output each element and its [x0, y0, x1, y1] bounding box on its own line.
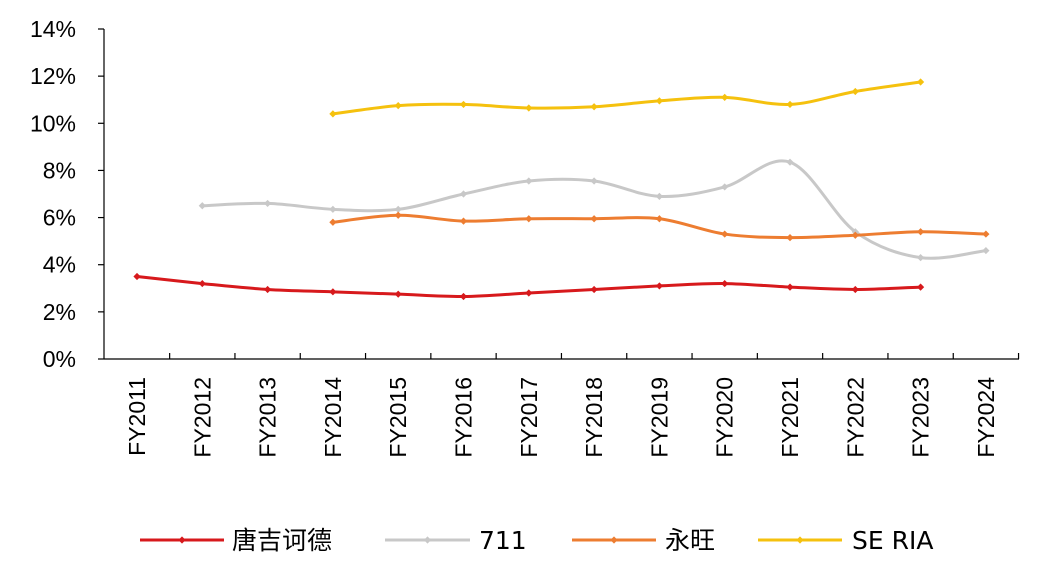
data-point [917, 254, 925, 262]
y-tick-label: 6% [43, 205, 76, 231]
y-axis-ticks: 0% 2% 4% 6% 8% 10% 12% 14% [30, 16, 104, 372]
data-point [590, 215, 598, 223]
data-point [851, 87, 859, 96]
series-2 [329, 211, 990, 242]
data-point [329, 288, 337, 296]
data-point [394, 211, 402, 219]
data-point [655, 215, 663, 223]
data-point [917, 228, 925, 236]
x-tick-label: FY2014 [320, 377, 346, 458]
legend-item: 唐吉诃德 [140, 526, 332, 555]
y-tick-label: 10% [30, 110, 76, 136]
x-tick-label: FY2019 [646, 377, 672, 458]
legend-label: 711 [479, 526, 527, 555]
legend-marker [610, 536, 618, 544]
series-line [331, 80, 923, 116]
x-tick-label: FY2017 [516, 377, 542, 458]
legend-label: 永旺 [665, 526, 715, 555]
series-3 [329, 78, 925, 118]
data-point [721, 183, 729, 191]
data-point [786, 234, 794, 242]
data-point [525, 289, 533, 297]
data-point [786, 283, 794, 291]
data-point [655, 192, 663, 200]
data-point [590, 285, 598, 294]
y-tick-label: 4% [43, 252, 76, 278]
data-point [329, 205, 337, 213]
data-point [459, 217, 468, 225]
data-point [459, 190, 468, 198]
y-tick-label: 8% [43, 157, 76, 183]
data-point [590, 103, 598, 111]
data-point [133, 272, 141, 281]
data-point [198, 202, 206, 210]
data-point [721, 93, 729, 101]
x-tick-label: FY2013 [255, 377, 281, 458]
x-tick-label: FY2012 [189, 377, 215, 458]
legend-item: SE RIA [758, 526, 933, 555]
data-point [459, 100, 468, 109]
data-point [786, 100, 794, 109]
legend-item: 711 [385, 526, 527, 555]
x-tick-label: FY2020 [712, 377, 738, 458]
data-point [525, 177, 533, 185]
data-point [264, 199, 272, 208]
legend-marker [178, 536, 186, 544]
data-point [851, 285, 859, 294]
series-layer [133, 78, 990, 301]
x-tick-label: FY2024 [973, 377, 999, 458]
data-point [394, 102, 402, 110]
x-tick-label: FY2015 [385, 377, 411, 458]
data-point [394, 290, 402, 298]
x-tick-label: FY2021 [777, 377, 803, 458]
data-point [982, 246, 990, 255]
data-point [851, 231, 859, 239]
x-tick-label: FY2018 [581, 377, 607, 458]
data-point [459, 292, 468, 301]
data-point [982, 230, 990, 238]
data-point [394, 205, 402, 213]
x-axis-ticks: FY2011 FY2012 FY2013 FY2014 FY2015 FY2016 FY20… [124, 353, 1020, 458]
data-point [590, 177, 598, 185]
data-point [721, 279, 729, 288]
axes [103, 29, 1019, 360]
x-tick-label: FY2016 [451, 377, 477, 458]
data-point [917, 283, 925, 291]
data-point [655, 282, 663, 290]
legend-item: 永旺 [572, 526, 715, 555]
y-tick-label: 14% [30, 16, 76, 42]
legend-label: SE RIA [852, 526, 933, 555]
y-tick-label: 0% [43, 346, 76, 372]
data-point [525, 215, 533, 223]
legend-marker [796, 536, 804, 544]
series-1 [198, 158, 990, 262]
data-point [525, 104, 533, 112]
legend-marker [423, 536, 432, 544]
data-point [917, 78, 925, 86]
x-tick-label: FY2023 [908, 377, 934, 458]
data-point [264, 285, 272, 294]
series-line [200, 159, 988, 260]
data-point [721, 230, 729, 238]
x-tick-label: FY2022 [842, 377, 868, 458]
legend-label: 唐吉诃德 [232, 526, 332, 555]
data-point [198, 279, 206, 288]
data-point [655, 97, 663, 105]
data-point [329, 218, 337, 226]
x-tick-label: FY2011 [124, 377, 150, 456]
data-point [786, 158, 794, 166]
y-tick-label: 2% [43, 299, 76, 325]
data-point [329, 110, 337, 118]
legend: 唐吉诃德 711 永旺 SE RIA [140, 526, 933, 555]
y-tick-label: 12% [30, 63, 76, 89]
series-0 [133, 272, 925, 301]
